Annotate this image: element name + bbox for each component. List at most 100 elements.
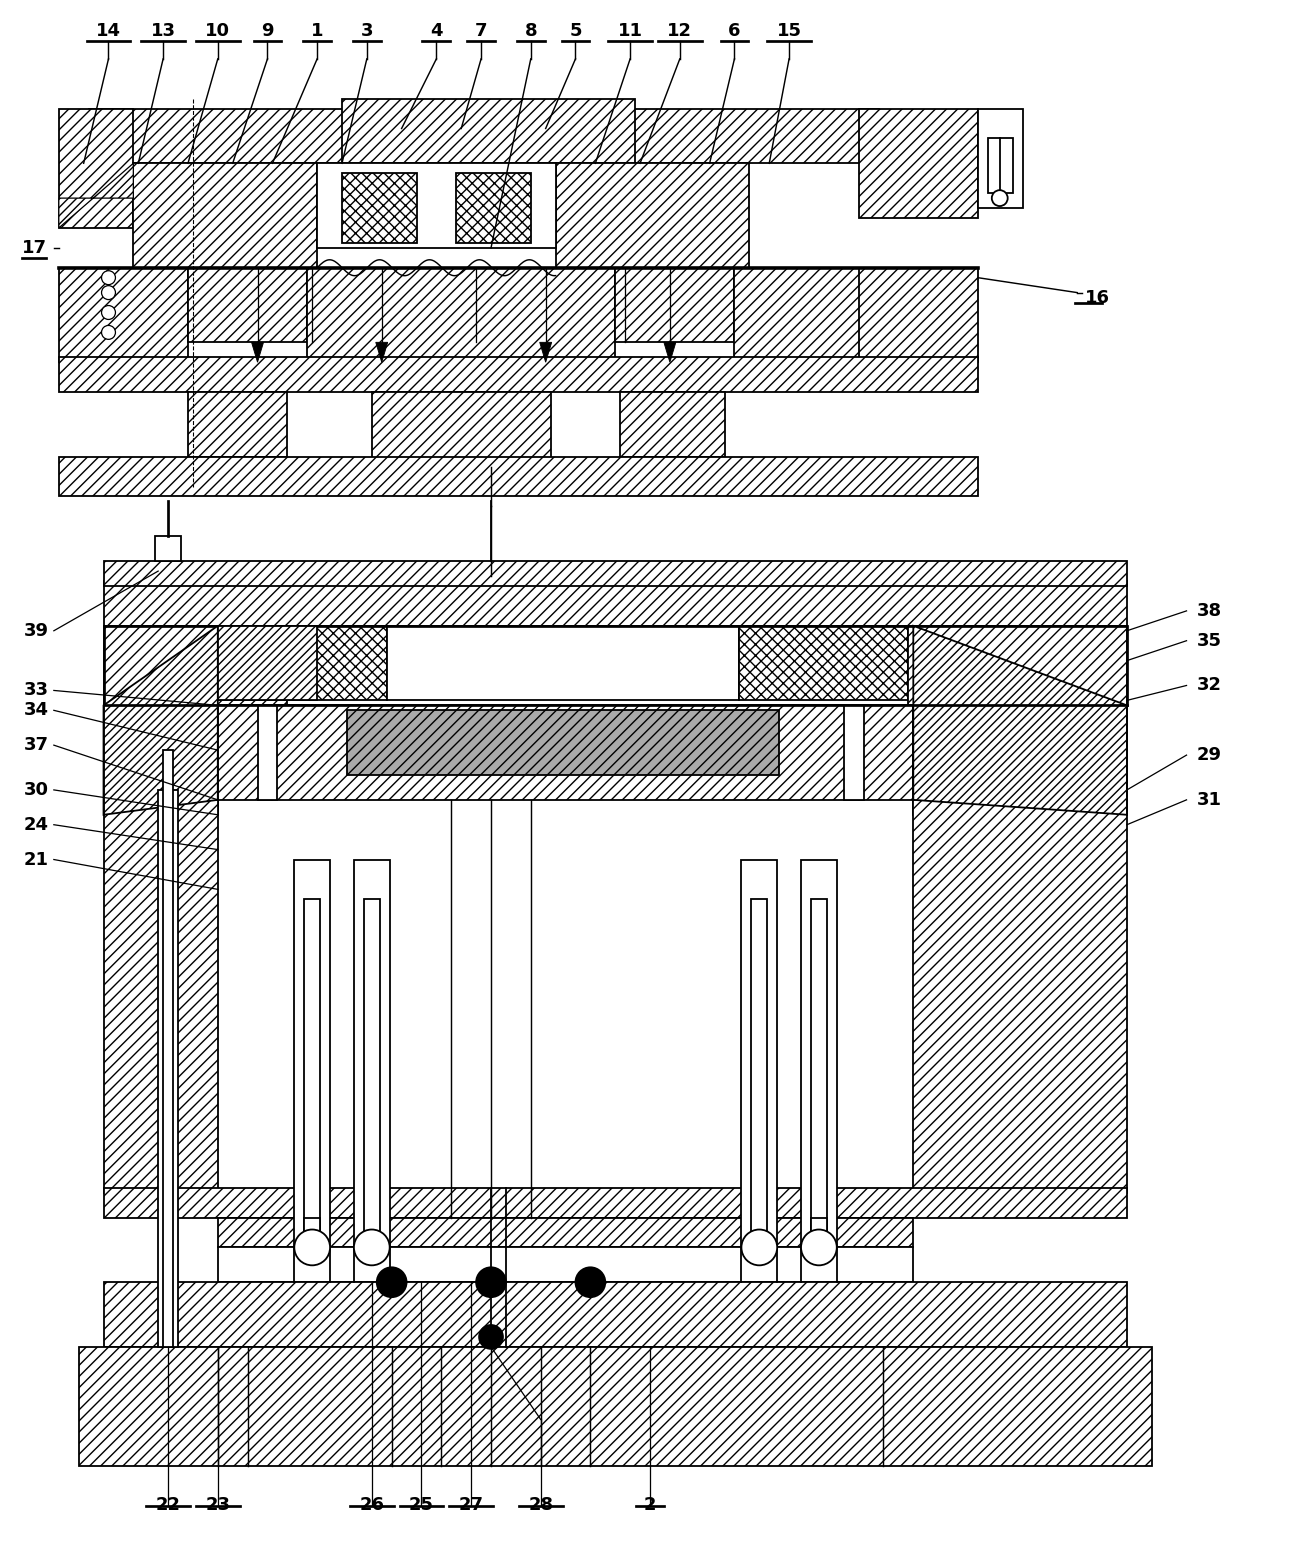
Bar: [556, 164, 750, 267]
Text: 2: 2: [644, 1496, 656, 1514]
Circle shape: [992, 190, 1008, 205]
Polygon shape: [375, 343, 387, 362]
Text: 8: 8: [525, 22, 536, 40]
Text: 5: 5: [569, 22, 582, 40]
Bar: [317, 164, 556, 247]
Bar: [104, 1188, 1128, 1217]
Text: 26: 26: [360, 1496, 385, 1514]
Bar: [620, 392, 725, 457]
Text: 33: 33: [23, 681, 49, 700]
Bar: [978, 108, 1022, 209]
Bar: [742, 859, 777, 1247]
Bar: [751, 899, 768, 1247]
Bar: [104, 581, 1128, 626]
Text: 23: 23: [205, 1496, 230, 1514]
Bar: [307, 267, 616, 362]
Text: 32: 32: [1196, 677, 1221, 694]
Bar: [58, 357, 978, 392]
Bar: [88, 108, 878, 164]
Polygon shape: [664, 343, 675, 362]
Bar: [913, 800, 1128, 1193]
Bar: [304, 1217, 320, 1247]
Text: 7: 7: [475, 22, 487, 40]
Text: 17: 17: [22, 239, 47, 256]
Bar: [811, 899, 827, 1247]
Bar: [616, 267, 734, 343]
Circle shape: [295, 1230, 330, 1265]
Bar: [859, 267, 978, 362]
Text: 29: 29: [1196, 746, 1221, 765]
Text: 4: 4: [430, 22, 443, 40]
Text: 24: 24: [23, 816, 49, 834]
Bar: [79, 1347, 1152, 1466]
Bar: [347, 711, 779, 776]
Bar: [859, 706, 913, 800]
Text: 39: 39: [23, 621, 49, 640]
Text: 16: 16: [1085, 289, 1109, 306]
Text: 11: 11: [617, 22, 643, 40]
Text: 3: 3: [361, 22, 373, 40]
Polygon shape: [58, 164, 134, 229]
Bar: [104, 706, 218, 814]
Bar: [158, 789, 178, 1347]
Bar: [353, 859, 390, 1247]
Bar: [342, 99, 635, 164]
Circle shape: [101, 326, 116, 340]
Bar: [364, 899, 379, 1247]
Text: 12: 12: [668, 22, 692, 40]
Bar: [811, 1217, 827, 1247]
Text: 15: 15: [777, 22, 801, 40]
Circle shape: [801, 1230, 837, 1265]
Text: 30: 30: [23, 780, 49, 799]
Bar: [218, 706, 273, 800]
Circle shape: [101, 286, 116, 300]
Bar: [295, 859, 330, 1247]
Circle shape: [742, 1230, 777, 1265]
Circle shape: [101, 306, 116, 320]
Text: 38: 38: [1196, 603, 1221, 620]
Bar: [58, 457, 978, 496]
Text: 34: 34: [23, 701, 49, 720]
Bar: [859, 108, 978, 218]
Bar: [188, 267, 307, 343]
Text: 6: 6: [729, 22, 740, 40]
Bar: [134, 164, 317, 267]
Bar: [218, 626, 317, 700]
Bar: [844, 706, 864, 800]
Circle shape: [353, 1230, 390, 1265]
Bar: [218, 626, 387, 700]
Bar: [155, 536, 181, 561]
Polygon shape: [252, 343, 264, 362]
Bar: [104, 800, 218, 1193]
Text: 21: 21: [23, 851, 49, 868]
Bar: [104, 1282, 1128, 1347]
Bar: [739, 626, 908, 700]
Bar: [58, 108, 134, 229]
Bar: [104, 626, 287, 706]
Bar: [104, 626, 1128, 706]
Bar: [273, 706, 859, 800]
Bar: [342, 173, 417, 243]
Text: 9: 9: [261, 22, 274, 40]
Bar: [801, 859, 837, 1247]
Bar: [372, 392, 551, 487]
Text: 13: 13: [151, 22, 175, 40]
Text: 22: 22: [156, 1496, 181, 1514]
Text: 1: 1: [310, 22, 323, 40]
Circle shape: [479, 1326, 503, 1349]
Circle shape: [477, 1267, 505, 1298]
Bar: [734, 267, 864, 362]
Bar: [913, 706, 1128, 814]
Bar: [188, 392, 287, 457]
Bar: [218, 1217, 913, 1247]
Bar: [987, 139, 1013, 193]
Bar: [908, 626, 1128, 706]
Bar: [58, 267, 188, 362]
Circle shape: [575, 1267, 605, 1298]
Bar: [164, 751, 173, 1347]
Polygon shape: [539, 343, 552, 362]
Bar: [456, 173, 531, 243]
Text: 31: 31: [1196, 791, 1221, 810]
Bar: [104, 561, 1128, 586]
Text: 35: 35: [1196, 632, 1221, 650]
